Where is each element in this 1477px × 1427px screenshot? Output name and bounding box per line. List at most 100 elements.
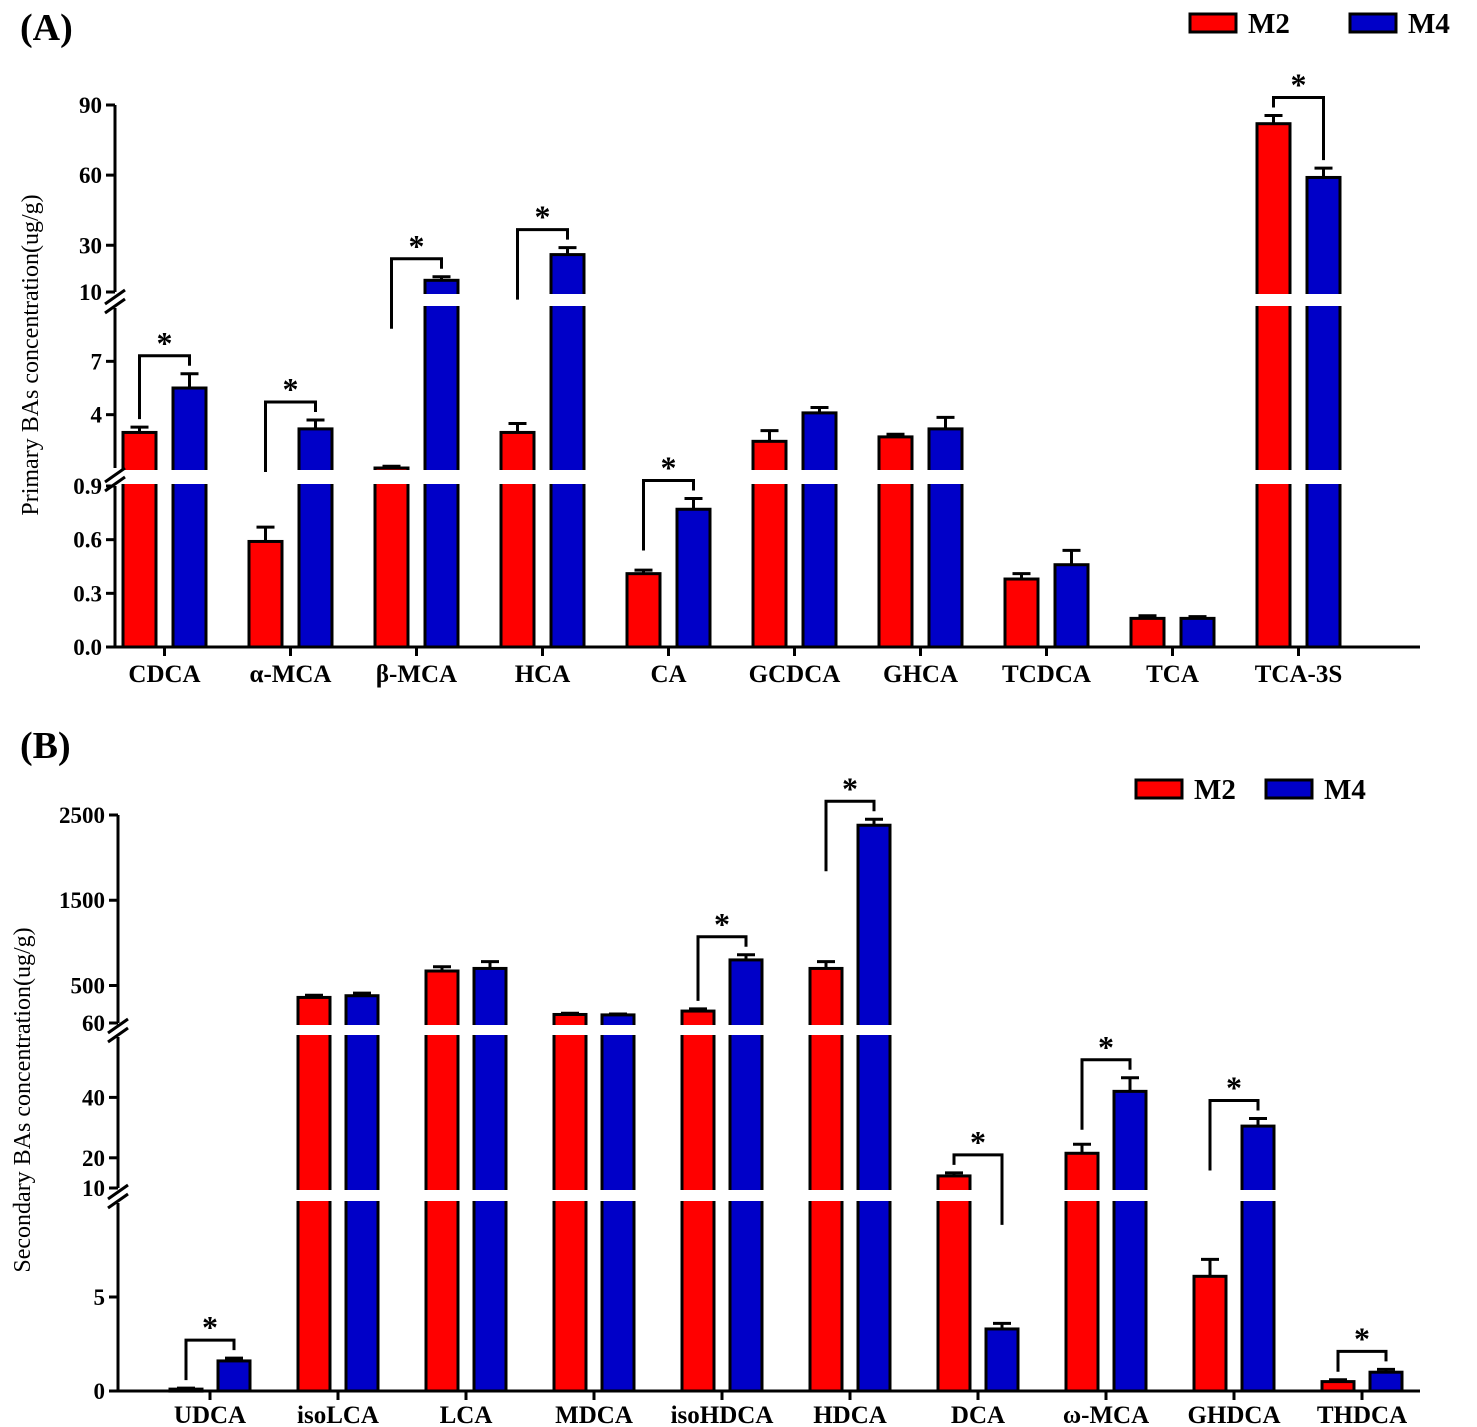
x-tick-label: LCA bbox=[440, 1402, 493, 1427]
error-bar bbox=[1138, 614, 1157, 619]
significance-star: * bbox=[1354, 1320, 1370, 1356]
error-bar bbox=[760, 429, 779, 442]
error-bar bbox=[306, 418, 325, 429]
significance-bracket bbox=[138, 354, 191, 420]
significance-star: * bbox=[283, 371, 299, 407]
bar-m4-9 bbox=[1240, 1124, 1276, 1393]
y-tick-label: 5 bbox=[94, 1285, 106, 1310]
error-bar bbox=[177, 1386, 195, 1390]
legend-label-m4: M4 bbox=[1324, 774, 1366, 806]
bar-m2-6 bbox=[808, 966, 844, 1393]
bar-m4-1 bbox=[216, 1359, 252, 1393]
significance-star: * bbox=[842, 770, 858, 806]
bar-m2-9 bbox=[1129, 616, 1166, 649]
error-bar bbox=[1188, 615, 1207, 619]
bar-m4-2 bbox=[297, 427, 334, 649]
axis-break-gap bbox=[120, 1190, 1422, 1201]
significance-bracket bbox=[516, 228, 569, 300]
x-tick-label: THDCA bbox=[1317, 1402, 1407, 1427]
error-bar bbox=[1314, 166, 1333, 178]
bar-m4-7 bbox=[984, 1327, 1020, 1393]
y-tick-label: 7 bbox=[91, 349, 103, 374]
error-bar bbox=[1264, 114, 1283, 124]
x-tick-label: TCA bbox=[1146, 661, 1199, 688]
error-bar bbox=[1012, 572, 1031, 580]
error-bar bbox=[508, 422, 527, 433]
bar-m4-9 bbox=[1179, 616, 1216, 649]
legend-swatch-m2 bbox=[1134, 778, 1184, 800]
significance-star: * bbox=[535, 199, 551, 235]
y-tick-label: 1500 bbox=[59, 888, 105, 913]
significance-star: * bbox=[661, 450, 677, 486]
significance-bracket bbox=[1336, 1349, 1388, 1372]
significance-bracket bbox=[1272, 96, 1325, 161]
legend-label-m2: M2 bbox=[1248, 8, 1290, 40]
y-tick-label: 0.6 bbox=[73, 528, 102, 553]
axis-break-mark bbox=[104, 288, 126, 315]
y-tick-label: 0.9 bbox=[73, 474, 102, 499]
error-bar bbox=[130, 425, 149, 433]
bar-m2-7 bbox=[936, 1174, 972, 1393]
error-bar bbox=[256, 525, 275, 542]
x-tick-label: GHCA bbox=[883, 661, 958, 688]
error-bar bbox=[481, 960, 499, 969]
bar-m4-8 bbox=[1112, 1089, 1148, 1393]
y-tick-label: 10 bbox=[82, 1176, 105, 1201]
y-tick-label: 20 bbox=[82, 1146, 105, 1171]
error-bar bbox=[689, 1007, 707, 1012]
bar-m4-5 bbox=[728, 958, 764, 1393]
x-tick-label: isoLCA bbox=[297, 1402, 379, 1427]
y-tick-label: 60 bbox=[82, 1011, 105, 1036]
bar-m2-8 bbox=[1064, 1151, 1100, 1393]
x-tick-label: β-MCA bbox=[376, 661, 457, 688]
error-bar bbox=[886, 432, 905, 437]
axis-break-mark bbox=[104, 466, 126, 493]
significance-star: * bbox=[970, 1124, 986, 1160]
significance-bracket bbox=[1208, 1099, 1260, 1171]
significance-bracket bbox=[642, 479, 695, 551]
bar-m2-2 bbox=[247, 539, 284, 649]
chart-primary-bas: 0.0 0.3 0.6 0.9 4 7 10 30 60 90 CDCA α-MCA β-MCA HCA C… bbox=[18, 8, 1450, 688]
error-bar bbox=[1073, 1142, 1091, 1154]
significance-bracket bbox=[390, 257, 443, 329]
chart-secondary-bas: 0 5 10 20 40 60 500 1500 2500 UDCA isoLCA LCA MDCA is… bbox=[10, 770, 1422, 1427]
error-bar bbox=[305, 993, 323, 998]
x-tick-label: TCA-3S bbox=[1255, 661, 1343, 688]
x-tick-label: GCDCA bbox=[749, 661, 841, 688]
error-bar bbox=[865, 817, 883, 826]
y-tick-label: 0 bbox=[94, 1379, 106, 1404]
y-tick-label: 2500 bbox=[59, 803, 105, 828]
axis-break-gap bbox=[120, 1025, 1422, 1035]
panel-b-label: (B) bbox=[20, 725, 71, 767]
legend-swatch-m4 bbox=[1348, 12, 1398, 34]
bar-m2-4 bbox=[552, 1012, 588, 1393]
bar-m2-4 bbox=[499, 430, 536, 649]
axis-break-gap bbox=[117, 294, 1422, 306]
y-tick-label: 4 bbox=[91, 403, 103, 428]
bar-m2-5 bbox=[680, 1009, 716, 1393]
y-tick-label: 60 bbox=[79, 163, 102, 188]
x-tick-label: ω-MCA bbox=[1063, 1402, 1149, 1427]
x-tick-label: HDCA bbox=[813, 1402, 887, 1427]
y-axis-label: Primary BAs concentration(ug/g) bbox=[18, 194, 44, 515]
y-tick-label: 40 bbox=[82, 1085, 105, 1110]
significance-bracket bbox=[184, 1338, 236, 1381]
y-tick-label: 500 bbox=[71, 973, 106, 998]
error-bar bbox=[432, 275, 451, 281]
bar-m4-10 bbox=[1368, 1370, 1404, 1393]
error-bar bbox=[353, 991, 371, 996]
significance-bracket bbox=[696, 935, 748, 1001]
significance-bracket bbox=[264, 400, 317, 472]
error-bar bbox=[382, 464, 401, 468]
bar-m4-10 bbox=[1305, 175, 1342, 649]
y-tick-label: 90 bbox=[79, 93, 102, 118]
error-bar bbox=[1121, 1076, 1139, 1092]
error-bar bbox=[737, 953, 755, 960]
legend-swatch-m2 bbox=[1188, 12, 1238, 34]
x-tick-label: CA bbox=[650, 661, 686, 688]
bar-m4-3 bbox=[423, 278, 460, 649]
x-tick-label: α-MCA bbox=[250, 661, 332, 688]
significance-bracket bbox=[952, 1153, 1004, 1225]
error-bar bbox=[225, 1356, 243, 1361]
